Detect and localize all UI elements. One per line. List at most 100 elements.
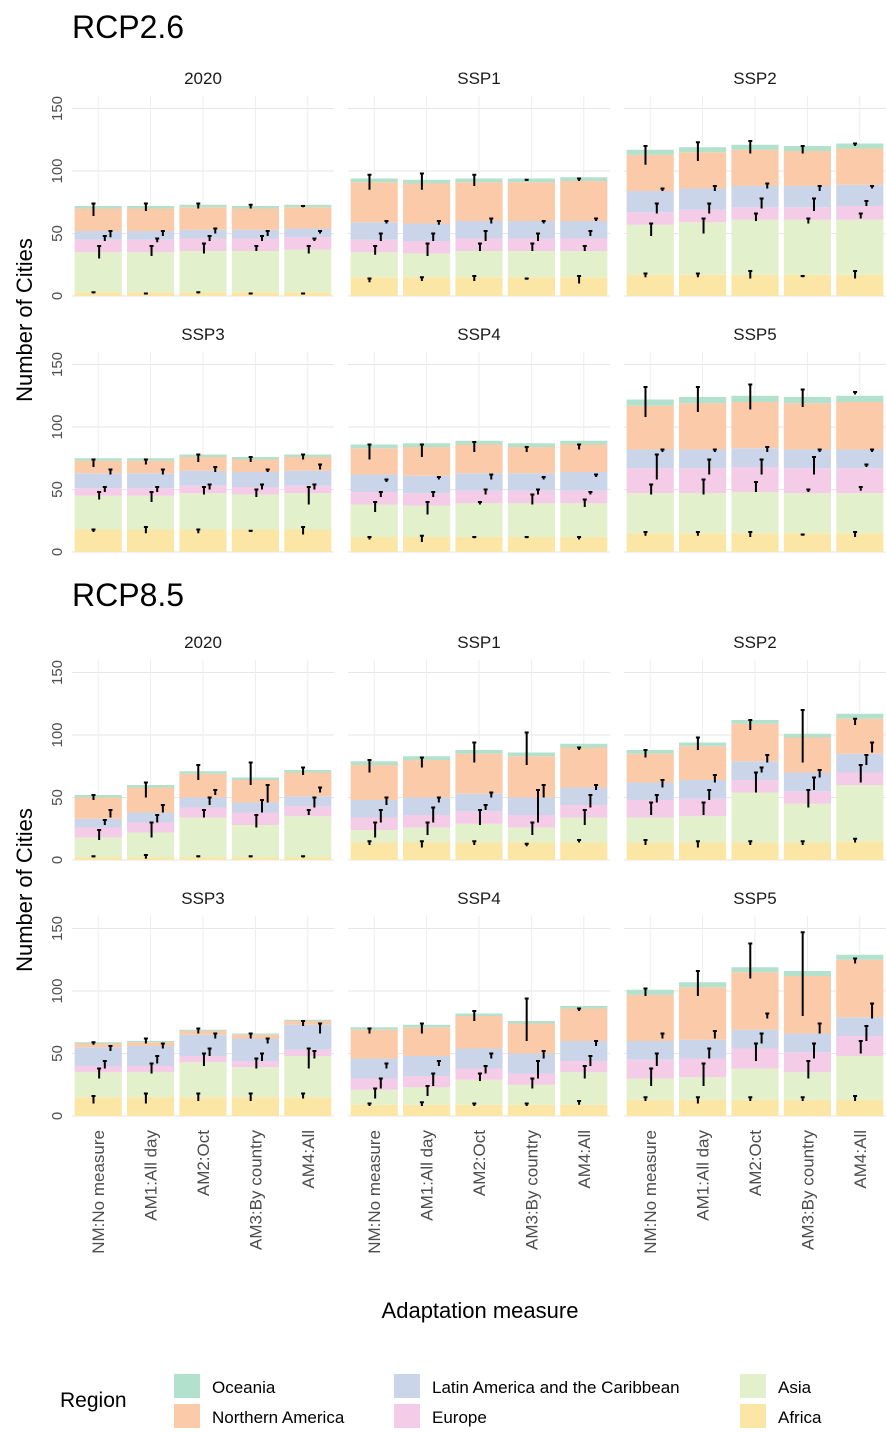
panel-rcp2-6-ssp2-bar-0-europe	[626, 212, 674, 225]
panel-rcp8-5-ssp1-strip-label: SSP1	[457, 633, 500, 652]
panel-rcp8-5-ssp4-bar-4-latin-america-and-the-caribbean	[560, 1041, 608, 1061]
panel-rcp8-5-ssp2-bar-2-asia	[731, 792, 779, 843]
panel-rcp8-5-ssp3-strip-label: SSP3	[181, 889, 224, 908]
panel-rcp2-6-ssp2-bar-2-africa	[731, 274, 779, 296]
panel-rcp2-6-2020-ytick-label-0: 0	[49, 292, 66, 300]
panel-rcp8-5-ssp5-bar-4-latin-america-and-the-caribbean	[836, 1017, 884, 1036]
panel-rcp8-5-ssp2-bar-4-latin-america-and-the-caribbean	[836, 753, 884, 773]
panel-rcp2-6-ssp1-bar-3-africa	[507, 277, 555, 296]
panel-rcp2-6-ssp1-bar-3-northern-america	[507, 182, 555, 221]
panel-rcp2-6-ssp1-strip-label: SSP1	[457, 69, 500, 88]
panel-rcp2-6-ssp1-bar-4-northern-america	[560, 181, 608, 221]
panel-rcp8-5-2020-bar-3-latin-america-and-the-caribbean	[231, 802, 279, 813]
legend-label-asia: Asia	[778, 1378, 812, 1397]
panel-rcp8-5-ssp3: SSP3 0 50 100 150 NM:No measure AM1:All day AM2…	[49, 889, 334, 1254]
panel-rcp8-5-ssp1-bar-2-asia	[455, 823, 503, 843]
panel-rcp8-5-ssp3-bar-1-oceania	[127, 1041, 175, 1043]
panel-rcp8-5-ssp1-bar-4-northern-america	[560, 747, 608, 788]
panel-rcp8-5-ssp2-bar-1-oceania	[679, 742, 727, 747]
panel-rcp8-5-ssp4-bar-4-northern-america	[560, 1008, 608, 1041]
panel-rcp8-5-2020-bar-3-asia	[231, 825, 279, 858]
panel-rcp2-6-2020-ytick-label-50: 50	[49, 225, 66, 242]
panel-rcp8-5-ssp1-bar-1-latin-america-and-the-caribbean	[403, 797, 451, 815]
panel-rcp2-6-ssp4-bar-4-oceania	[560, 440, 608, 445]
panel-rcp2-6-ssp5-strip-label: SSP5	[733, 325, 776, 344]
panel-rcp2-6-ssp1-bar-4-oceania	[560, 177, 608, 181]
panel-rcp2-6-ssp3-ytick-label-100: 100	[49, 414, 66, 439]
panel-rcp8-5-ssp5-bar-2-latin-america-and-the-caribbean	[731, 1029, 779, 1049]
panel-rcp2-6-ssp2-bar-2-northern-america	[731, 149, 779, 186]
panel-rcp8-5-ssp3-bar-3-northern-america	[231, 1034, 279, 1039]
panel-rcp8-5-ssp5-bar-0-oceania	[626, 989, 674, 995]
panel-rcp2-6-ssp5-bar-3-africa	[783, 533, 831, 552]
panel-rcp8-5-ssp2-bar-3-northern-america	[783, 737, 831, 773]
panel-rcp8-5-ssp5-bar-2-africa	[731, 1099, 779, 1116]
panel-rcp2-6-ssp3-bar-1-africa	[127, 529, 175, 552]
panel-rcp2-6-2020-bar-0-asia	[74, 252, 122, 293]
panel-rcp2-6-ssp1-bar-2-africa	[455, 277, 503, 296]
panel-rcp2-6-ssp4-bar-4-latin-america-and-the-caribbean	[560, 472, 608, 491]
panel-rcp2-6-2020-bar-1-northern-america	[127, 208, 175, 231]
panel-rcp8-5-ssp3-ytick-label-0: 0	[49, 1112, 66, 1120]
panel-rcp2-6-ssp1-bar-2-latin-america-and-the-caribbean	[455, 221, 503, 239]
panel-rcp2-6-2020-bar-1-asia	[127, 252, 175, 293]
panel-rcp8-5-ssp4-bar-2-latin-america-and-the-caribbean	[455, 1048, 503, 1069]
panel-rcp2-6-ssp3-ytick-label-0: 0	[49, 548, 66, 556]
panel-rcp8-5-ssp1-bar-0-latin-america-and-the-caribbean	[350, 800, 398, 818]
panel-rcp8-5-ssp1-bar-3-africa	[507, 842, 555, 860]
rcp85-group-title: RCP8.5	[72, 577, 184, 613]
panel-rcp2-6-ssp1-bar-1-asia	[403, 253, 451, 278]
panel-rcp8-5-ssp4-bar-0-northern-america	[350, 1029, 398, 1059]
panel-rcp8-5-ssp4-bar-2-oceania	[455, 1013, 503, 1016]
panel-rcp2-6-ssp5-bar-3-northern-america	[783, 403, 831, 450]
panel-rcp2-6-ssp3-bar-0-africa	[74, 529, 122, 552]
panel-rcp2-6-ssp5: SSP5	[624, 325, 886, 553]
legend-swatch-asia	[740, 1374, 766, 1398]
panel-rcp2-6-ssp4-bar-2-latin-america-and-the-caribbean	[455, 473, 503, 491]
panel-rcp8-5-ssp5-bar-0-northern-america	[626, 994, 674, 1041]
panel-rcp2-6-ssp2-bar-4-oceania	[836, 143, 884, 149]
panel-rcp8-5-ssp5-xtick-label-am4-all: AM4:All	[851, 1130, 870, 1189]
panel-rcp2-6-ssp5-bar-1-oceania	[679, 397, 727, 404]
panel-rcp2-6-ssp1-bar-1-northern-america	[403, 183, 451, 224]
panel-rcp2-6-ssp5-bar-2-northern-america	[731, 402, 779, 449]
panel-rcp8-5-ssp5-xtick-label-am3-by-country: AM3:By country	[798, 1130, 817, 1250]
panel-rcp8-5-ssp5-bar-1-oceania	[679, 982, 727, 988]
panel-rcp2-6-ssp2-bar-1-northern-america	[679, 152, 727, 189]
panel-rcp2-6-ssp5-bar-2-oceania	[731, 395, 779, 402]
panel-rcp2-6-ssp2-bar-0-latin-america-and-the-caribbean	[626, 191, 674, 213]
panel-rcp2-6-ssp2-bar-3-africa	[783, 274, 831, 296]
panel-rcp8-5-2020-bar-1-africa	[127, 857, 175, 860]
panel-rcp2-6-ssp3-bar-1-oceania	[127, 458, 175, 461]
panel-rcp2-6-ssp5-bar-0-northern-america	[626, 405, 674, 450]
panel-rcp2-6-ssp3-bar-1-latin-america-and-the-caribbean	[127, 473, 175, 489]
panel-rcp8-5-ssp2: SSP2	[624, 633, 886, 861]
panel-rcp8-5-ssp4-bar-0-oceania	[350, 1027, 398, 1030]
panel-rcp2-6-ssp3-bar-0-oceania	[74, 458, 122, 461]
panel-rcp2-6-ssp3-bar-3-oceania	[231, 457, 279, 460]
panel-rcp8-5-ssp5-bar-3-africa	[783, 1099, 831, 1116]
panel-rcp2-6-ssp5-bar-4-africa	[836, 533, 884, 552]
panel-rcp8-5-ssp3-xtick-label-am1-all-day: AM1:All day	[142, 1130, 161, 1221]
panel-rcp8-5-2020-bar-3-africa	[231, 857, 279, 860]
panel-rcp8-5-2020-strip-label: 2020	[184, 633, 222, 652]
panel-rcp8-5-2020-ytick-label-100: 100	[49, 722, 66, 747]
panel-rcp2-6-2020-strip-label: 2020	[184, 69, 222, 88]
panel-rcp8-5-ssp5-bar-4-africa	[836, 1099, 884, 1116]
panel-rcp2-6-ssp2-strip-label: SSP2	[733, 69, 776, 88]
panel-rcp2-6-ssp3-bar-1-northern-america	[127, 460, 175, 474]
panel-rcp2-6-2020-bar-0-africa	[74, 292, 122, 296]
panel-rcp8-5-ssp3-ytick-label-150: 150	[49, 916, 66, 941]
panel-rcp8-5-ssp3-xtick-label-am4-all: AM4:All	[299, 1130, 318, 1189]
panel-rcp8-5-2020-bar-0-asia	[74, 837, 122, 858]
panel-rcp2-6-2020-bar-3-europe	[231, 238, 279, 251]
panel-rcp8-5-ssp3-xtick-label-nm-no-measure: NM:No measure	[89, 1130, 108, 1254]
panel-rcp2-6-ssp4-bar-4-asia	[560, 503, 608, 537]
panel-rcp2-6-ssp2-bar-0-oceania	[626, 149, 674, 155]
panel-rcp8-5-ssp5-xtick-label-nm-no-measure: NM:No measure	[641, 1130, 660, 1254]
panel-rcp8-5-ssp3-bar-0-latin-america-and-the-caribbean	[74, 1047, 122, 1066]
panel-rcp8-5-ssp4-xtick-label-am1-all-day: AM1:All day	[418, 1130, 437, 1221]
panel-rcp2-6-ssp1-bar-4-asia	[560, 251, 608, 278]
panel-rcp2-6-ssp2-bar-0-africa	[626, 274, 674, 296]
